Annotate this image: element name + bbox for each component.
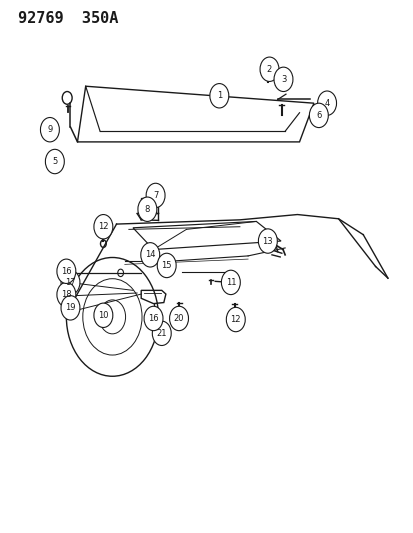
Text: 16: 16 [148,314,159,323]
Circle shape [209,84,228,108]
Circle shape [61,270,80,295]
Text: 9: 9 [47,125,52,134]
Bar [141,198,158,214]
Text: 15: 15 [161,261,171,270]
Circle shape [57,282,76,307]
Circle shape [157,253,176,278]
Text: 14: 14 [145,251,155,260]
Circle shape [144,306,163,330]
Circle shape [61,296,80,320]
Circle shape [45,149,64,174]
Text: 10: 10 [98,311,108,320]
Text: 1: 1 [216,91,221,100]
Text: 11: 11 [225,278,235,287]
Circle shape [258,229,277,253]
Text: 20: 20 [173,314,184,323]
Circle shape [146,183,165,208]
Circle shape [57,259,76,284]
Text: 5: 5 [52,157,57,166]
Text: 8: 8 [144,205,150,214]
Text: 17: 17 [65,278,76,287]
Text: 12: 12 [230,315,240,324]
Circle shape [94,215,113,239]
Text: 7: 7 [152,191,158,200]
Text: 3: 3 [280,75,285,84]
Text: 18: 18 [61,290,71,299]
Text: 92769  350A: 92769 350A [18,11,118,26]
Text: 6: 6 [316,111,321,120]
Circle shape [140,243,159,267]
Text: 4: 4 [324,99,329,108]
Text: 19: 19 [65,303,76,312]
Circle shape [273,67,292,92]
Circle shape [169,306,188,330]
Text: 21: 21 [156,329,166,338]
Text: 13: 13 [262,237,273,246]
Text: 2: 2 [266,64,271,74]
Circle shape [259,57,278,82]
Circle shape [317,91,336,115]
Circle shape [138,197,157,221]
Text: 12: 12 [98,222,108,231]
Circle shape [309,103,328,127]
Circle shape [226,308,244,332]
Circle shape [40,117,59,142]
Text: 16: 16 [61,267,71,276]
Circle shape [94,303,113,327]
Circle shape [221,270,240,295]
Circle shape [152,321,171,345]
